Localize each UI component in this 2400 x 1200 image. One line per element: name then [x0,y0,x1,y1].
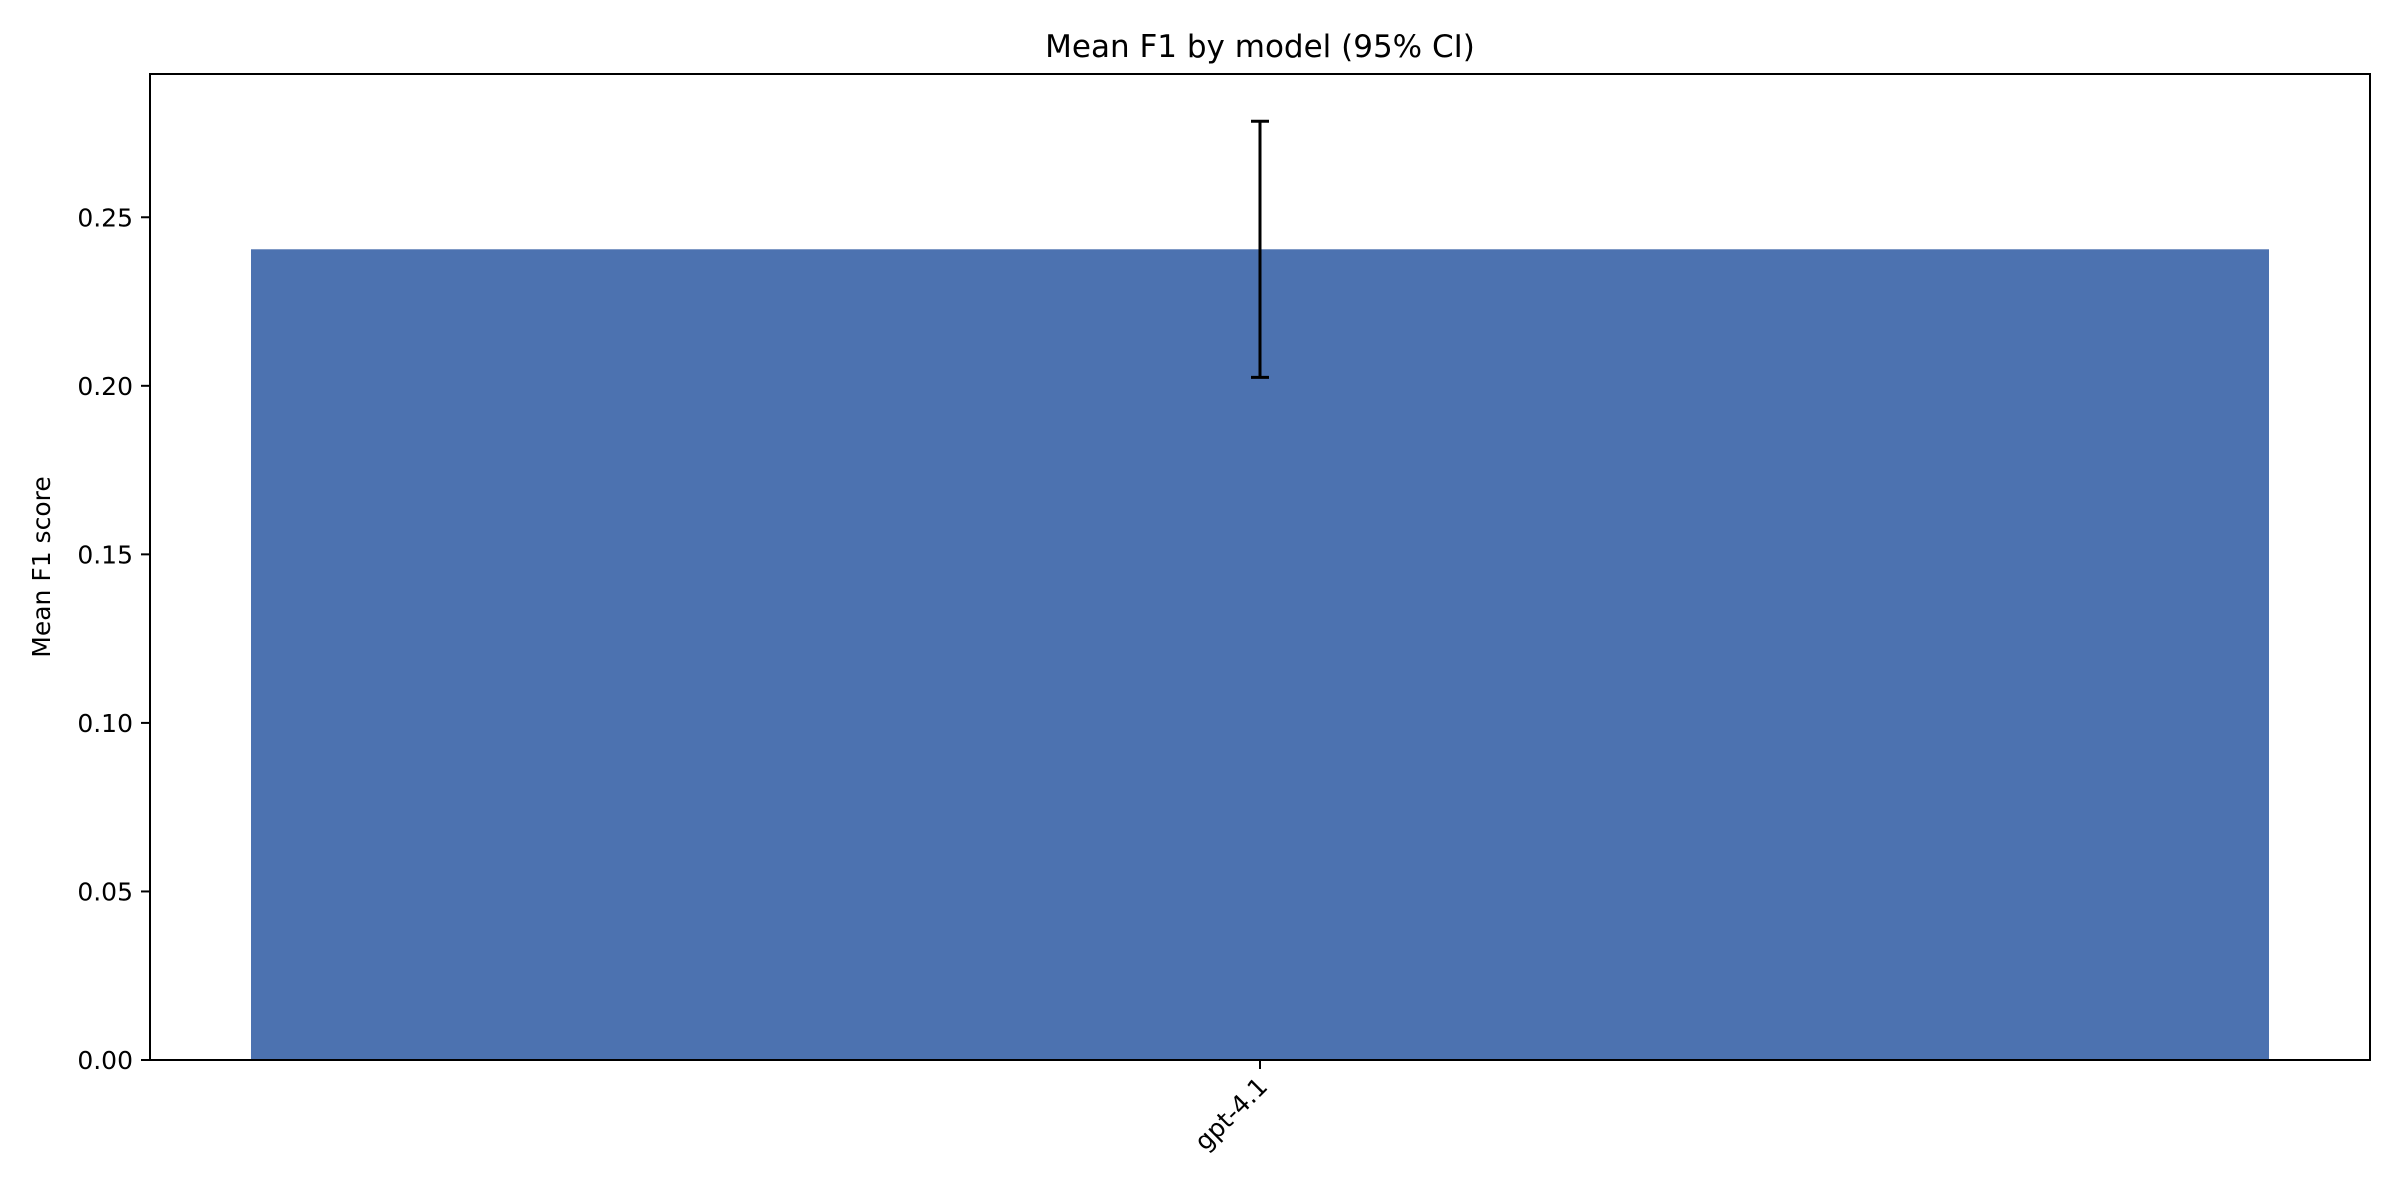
y-tick-label: 0.05 [77,877,133,906]
y-tick-label: 0.25 [77,203,133,232]
y-tick-label: 0.10 [77,709,133,738]
y-tick-label: 0.20 [77,372,133,401]
y-tick-label: 0.00 [77,1046,133,1075]
y-tick-label: 0.15 [77,540,133,569]
bar [251,249,2269,1061]
plot-frame [149,73,2371,1061]
chart-title: Mean F1 by model (95% CI) [1045,29,1475,65]
y-axis-label: Mean F1 score [27,476,56,657]
